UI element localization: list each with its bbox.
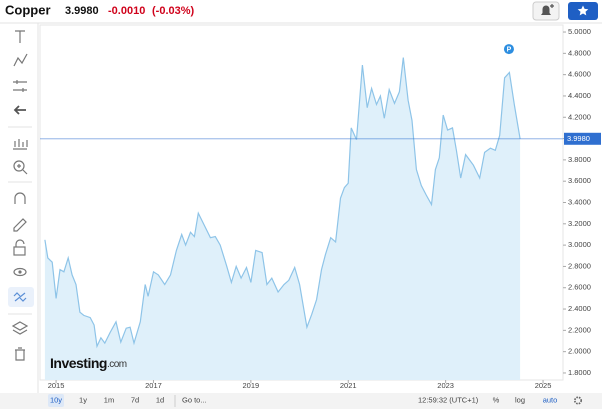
scale-toggle[interactable]: %: [493, 395, 500, 404]
event-marker-label: P: [507, 46, 512, 53]
y-tick-label: 2.4000: [568, 304, 591, 313]
plus-icon: [550, 4, 554, 8]
y-tick-label: 3.0000: [568, 240, 591, 249]
range-button[interactable]: 10y: [50, 395, 62, 404]
current-price-label: 3.9980: [567, 134, 590, 143]
back-tool[interactable]: [13, 105, 26, 115]
trash-tool[interactable]: [15, 347, 25, 361]
y-tick-label: 3.4000: [568, 197, 591, 206]
settings-button[interactable]: [573, 396, 582, 405]
y-tick-label: 2.2000: [568, 325, 591, 334]
unlock-tool-shackle: [15, 239, 25, 247]
link-tool-active[interactable]: [8, 287, 34, 307]
y-tick-label: 4.4000: [568, 91, 591, 100]
y-tick-label: 2.0000: [568, 347, 591, 356]
price-change-percent: (-0.03%): [152, 5, 195, 17]
toolbar: [8, 30, 34, 361]
range-button-active: [48, 394, 64, 407]
link-tool: [13, 292, 27, 302]
visibility-tool[interactable]: [13, 267, 27, 277]
x-tick-label: 2023: [437, 381, 454, 390]
fib-tool[interactable]: [13, 80, 27, 92]
watermark: Investing.com: [50, 355, 127, 371]
magnet-tool[interactable]: [14, 192, 26, 204]
current-price-badge: [564, 132, 601, 145]
visibility-tool-pupil: [18, 270, 22, 274]
range-button[interactable]: 1d: [156, 395, 164, 404]
scale-toggle[interactable]: auto: [543, 395, 558, 404]
zoom-tool-detail: [17, 164, 28, 175]
bell-icon: [541, 5, 551, 15]
price-change: -0.0010: [108, 5, 145, 17]
x-tick-label: 2025: [535, 381, 552, 390]
range-button[interactable]: 7d: [131, 395, 139, 404]
watermark-brand: Investing: [50, 355, 107, 371]
measure-tool[interactable]: [13, 139, 28, 150]
y-tick-label: 5.0000: [568, 27, 591, 36]
y-tick-label: 4.6000: [568, 70, 591, 79]
x-tick-label: 2015: [48, 381, 65, 390]
pattern-tool[interactable]: [13, 53, 28, 67]
unlock-tool[interactable]: [13, 246, 26, 256]
price-line: [44, 57, 521, 349]
range-button[interactable]: 1m: [104, 395, 114, 404]
y-tick-label: 3.6000: [568, 176, 591, 185]
draw-lock-tool[interactable]: [13, 218, 27, 232]
event-marker: [503, 44, 514, 55]
footer-bar: [0, 393, 602, 409]
y-tick-label: 3.2000: [568, 219, 591, 228]
y-tick-label: 3.8000: [568, 155, 591, 164]
x-tick-label: 2021: [340, 381, 357, 390]
y-tick-label: 4.2000: [568, 112, 591, 121]
layers-tool[interactable]: [11, 321, 29, 335]
area-fill: [44, 57, 521, 380]
plot-area: 1.8000 2.0000 2.2000 2.4000 2.6000 2.8000 3.00…: [39, 24, 601, 390]
text-tool[interactable]: [15, 30, 25, 43]
y-tick-label: 2.6000: [568, 283, 591, 292]
x-tick-label: 2017: [145, 381, 162, 390]
footer: 10y 1y 1m 7d 1d Go to... 12:59:32 (UTC+1)% log a…: [48, 394, 582, 407]
clock: 12:59:32 (UTC+1): [418, 395, 479, 404]
goto-button[interactable]: Go to...: [182, 395, 207, 404]
y-tick-label: 1.8000: [568, 368, 591, 377]
watermark-suffix: .com: [107, 359, 127, 370]
y-tick-label: 2.8000: [568, 261, 591, 270]
range-button[interactable]: 1y: [79, 395, 87, 404]
star-icon: [577, 5, 589, 16]
zoom-tool[interactable]: [13, 160, 25, 172]
last-price: 3.9980: [65, 5, 99, 17]
y-tick-label: 4.8000: [568, 48, 591, 57]
x-tick-label: 2019: [243, 381, 260, 390]
instrument-title: Copper: [5, 2, 51, 17]
scale-toggle[interactable]: log: [515, 395, 525, 404]
